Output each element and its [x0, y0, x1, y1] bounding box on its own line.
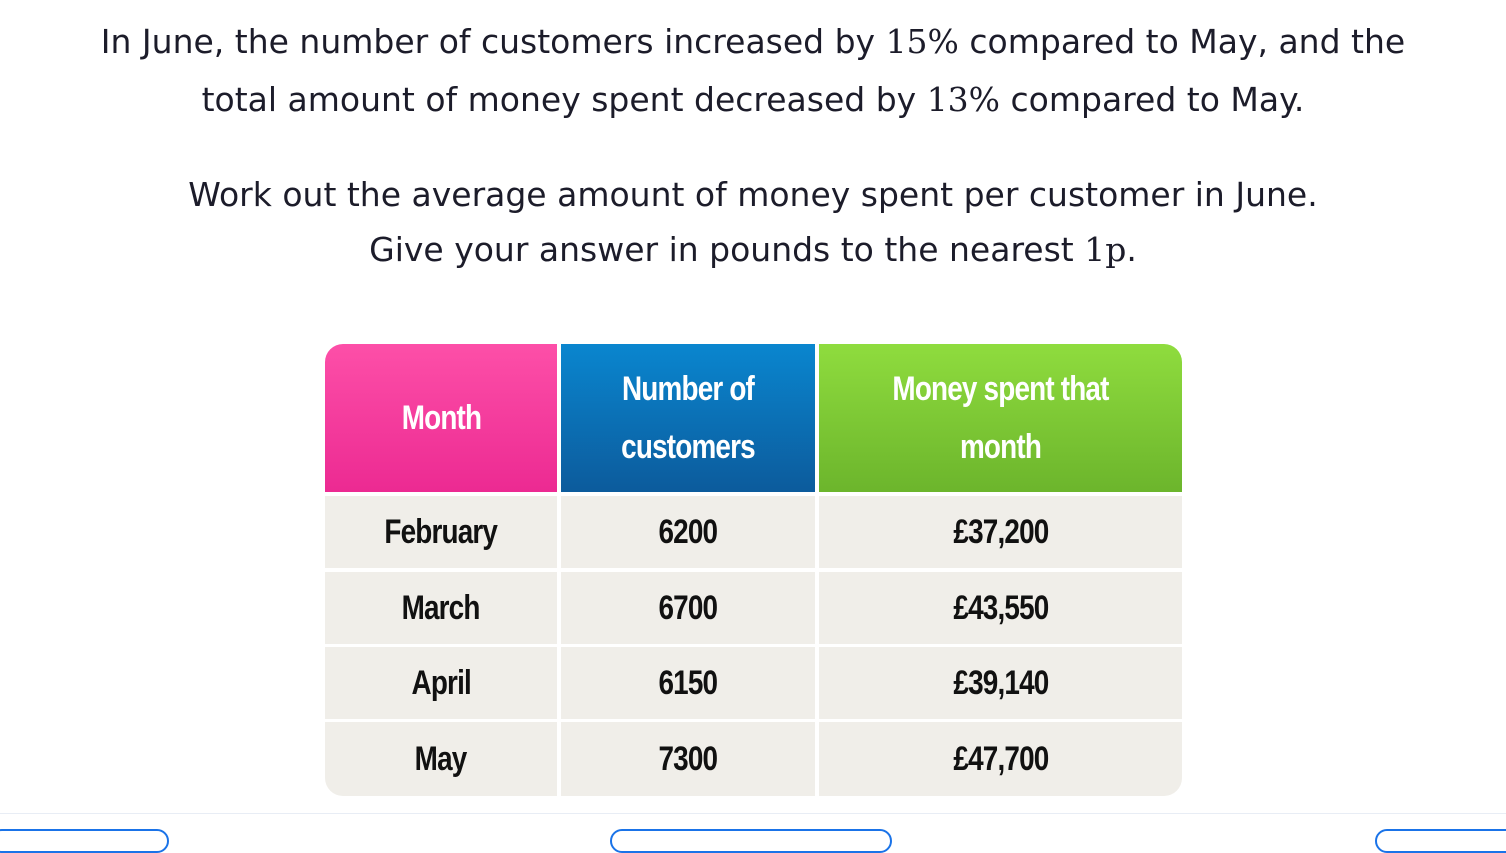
cell-month: May	[325, 722, 557, 796]
percent-increase: 15%	[885, 22, 959, 61]
cell-money: £43,550	[819, 572, 1182, 644]
text: Give your answer in pounds to the neares…	[369, 230, 1085, 269]
cell-month: March	[325, 572, 557, 644]
question-line-3: Work out the average amount of money spe…	[188, 175, 1318, 214]
cell-money: £37,200	[819, 496, 1182, 568]
text: .	[1126, 230, 1137, 269]
cell-month: February	[325, 496, 557, 568]
unit: 1p	[1084, 230, 1127, 269]
nav-button-left[interactable]	[0, 829, 169, 853]
cell-customers: 6700	[561, 572, 815, 644]
cell-month: April	[325, 647, 557, 719]
percent-decrease: 13%	[926, 80, 1001, 119]
question-line-2: total amount of money spent decreased by…	[0, 80, 1506, 120]
cell-customers: 6150	[561, 647, 815, 719]
header-money: Money spent that month	[819, 344, 1182, 492]
cell-money: £39,140	[819, 647, 1182, 719]
nav-button-right[interactable]	[1375, 829, 1506, 853]
cell-money: £47,700	[819, 722, 1182, 796]
header-customers: Number of customers	[561, 344, 815, 492]
cell-customers: 7300	[561, 722, 815, 796]
data-table: Month Number of customers Money spent th…	[325, 344, 1182, 796]
text: total amount of money spent decreased by	[201, 80, 927, 119]
question-line-1: In June, the number of customers increas…	[0, 22, 1506, 62]
header-month: Month	[325, 344, 557, 492]
question-line-4: Give your answer in pounds to the neares…	[0, 230, 1506, 270]
text: In June, the number of customers increas…	[100, 22, 886, 61]
cell-customers: 6200	[561, 496, 815, 568]
text: compared to May, and the	[958, 22, 1406, 61]
divider	[0, 813, 1506, 814]
nav-button-center[interactable]	[610, 829, 892, 853]
text: compared to May.	[1000, 80, 1305, 119]
